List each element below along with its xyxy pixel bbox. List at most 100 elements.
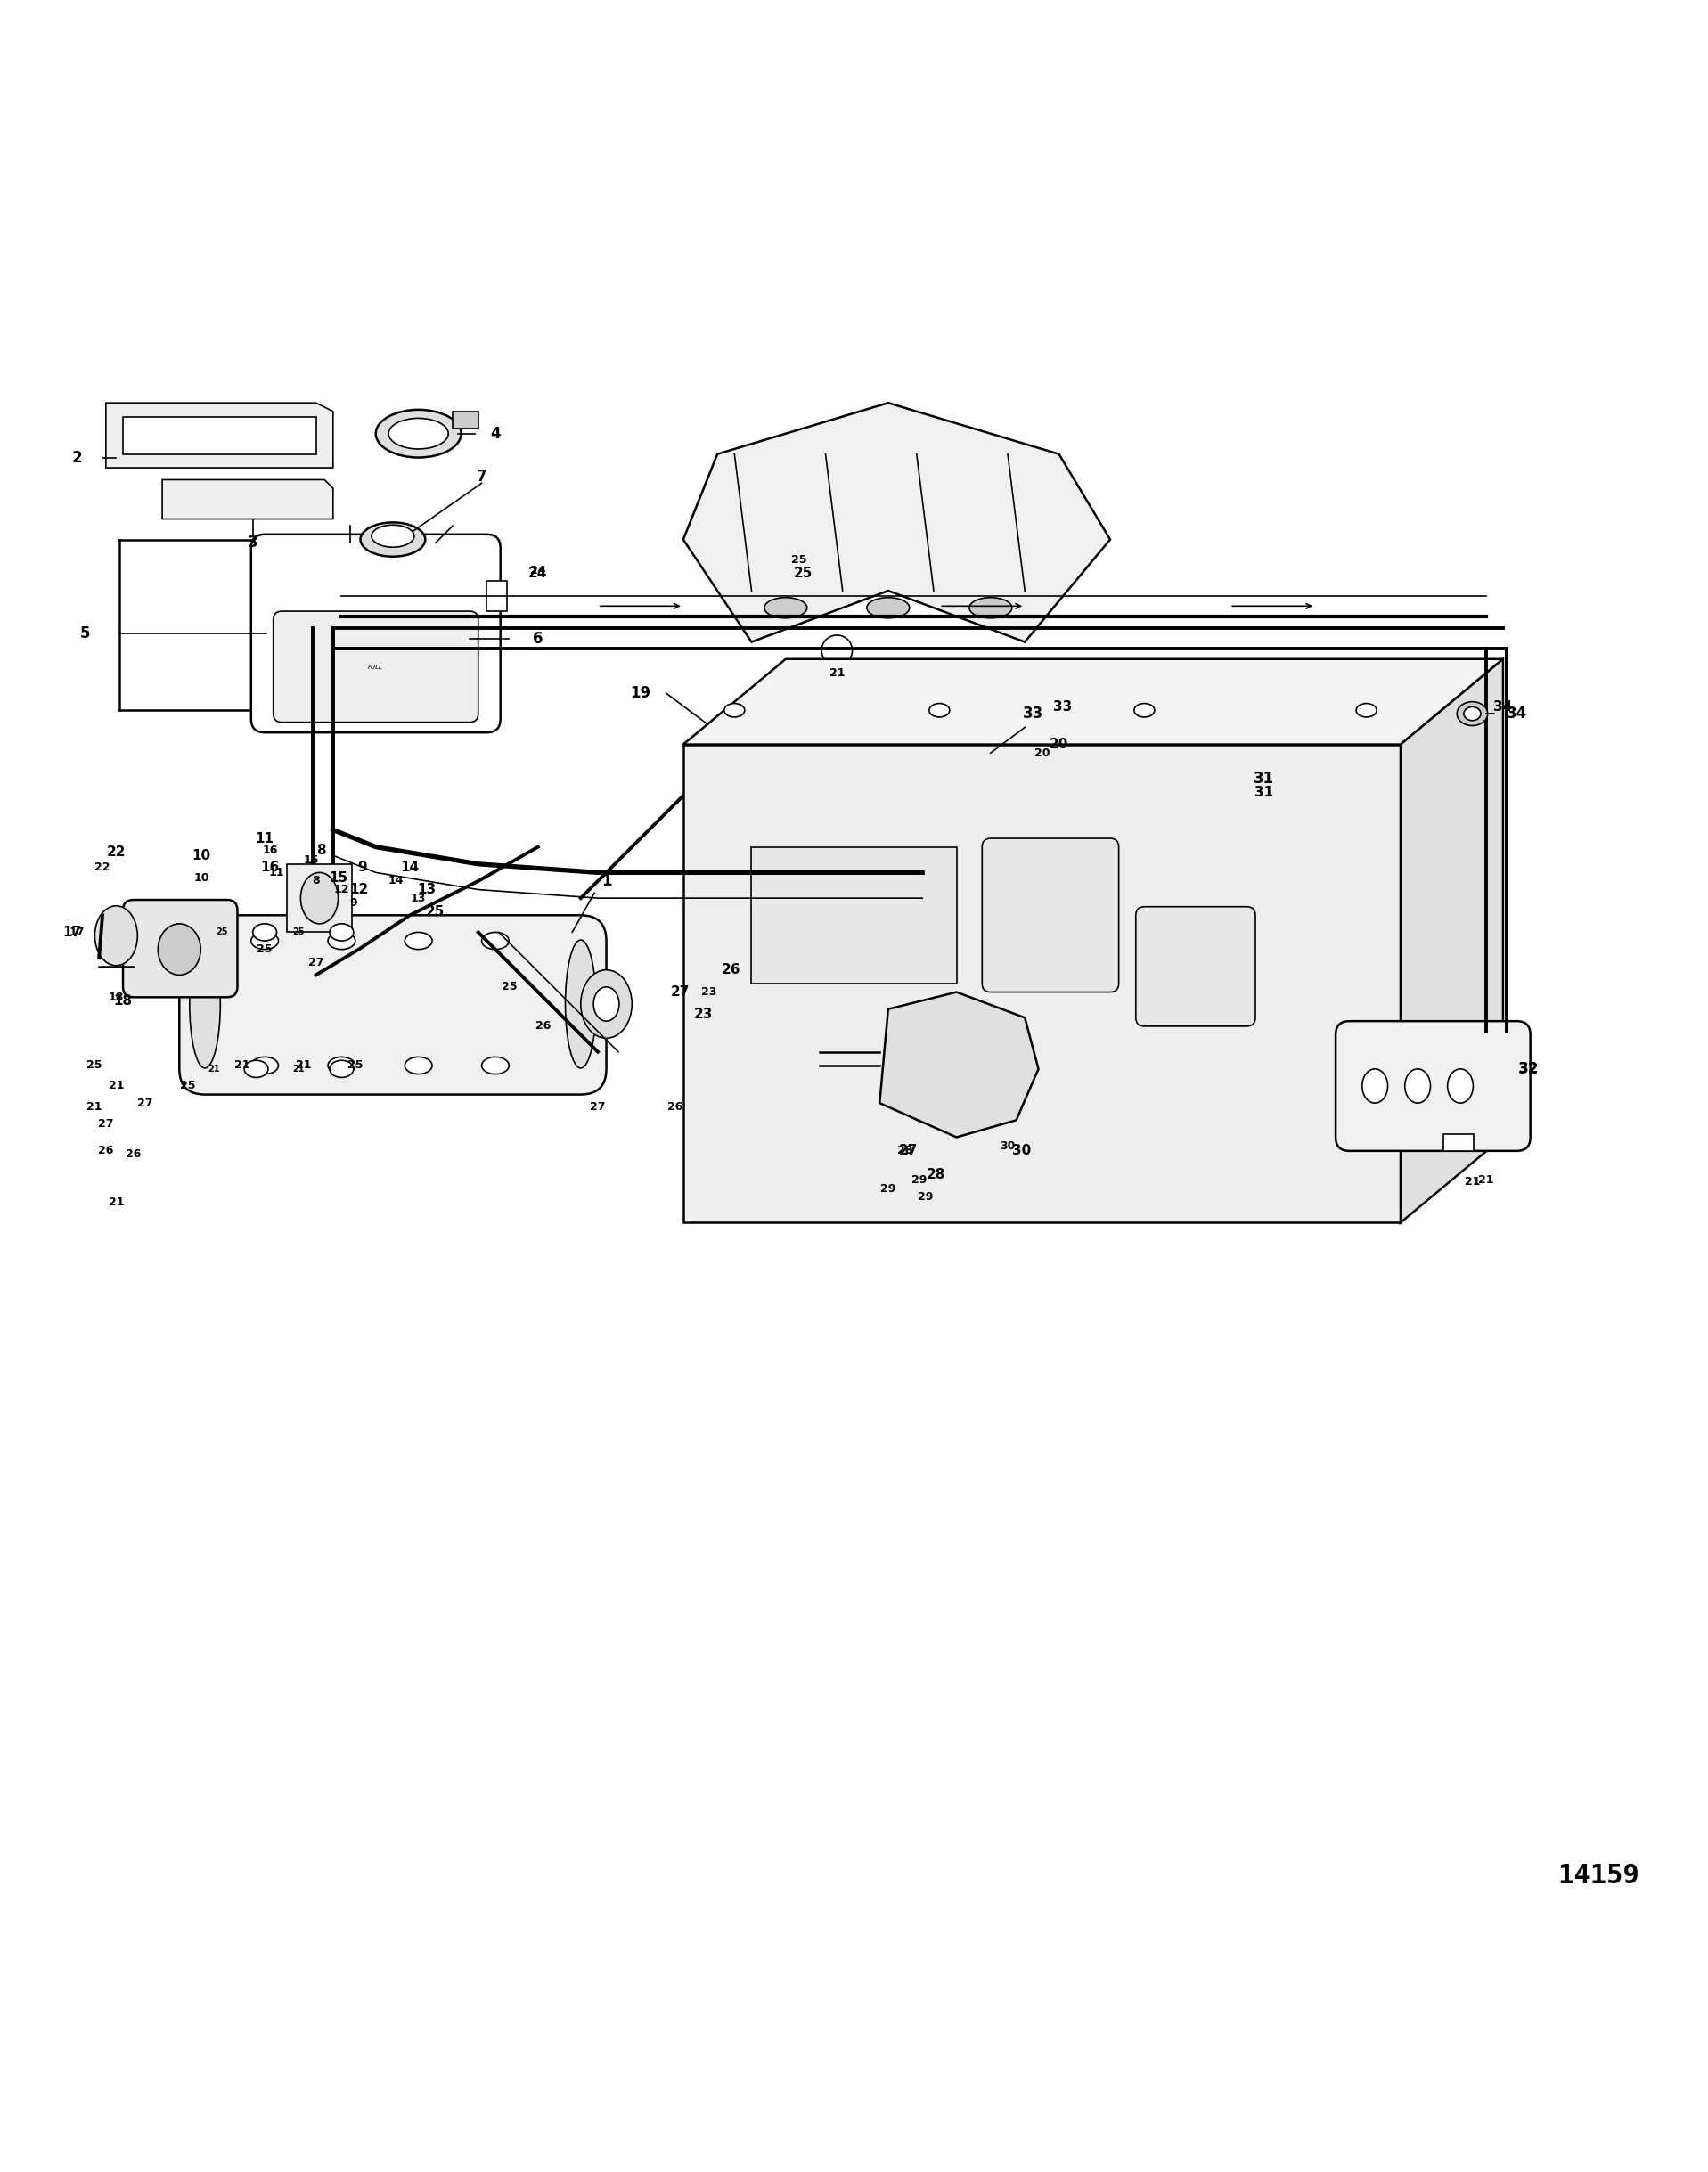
- Text: 25: 25: [347, 1060, 364, 1071]
- Text: 28: 28: [926, 1169, 946, 1182]
- Polygon shape: [1401, 658, 1503, 1223]
- Text: 4: 4: [490, 426, 500, 441]
- Polygon shape: [683, 658, 1503, 745]
- Text: 23: 23: [700, 986, 717, 997]
- Text: 27: 27: [307, 958, 325, 969]
- FancyBboxPatch shape: [179, 914, 606, 1095]
- Text: 21: 21: [1464, 1175, 1481, 1188]
- Text: 27: 27: [137, 1097, 154, 1110]
- Text: 18: 18: [113, 995, 133, 1008]
- Polygon shape: [683, 402, 1110, 643]
- Text: 25: 25: [256, 943, 273, 956]
- Text: 27: 27: [97, 1119, 114, 1129]
- Text: 21: 21: [1477, 1175, 1494, 1186]
- Text: 27: 27: [670, 986, 690, 999]
- Text: 25: 25: [425, 906, 446, 919]
- Ellipse shape: [301, 873, 338, 923]
- Text: 34: 34: [1506, 706, 1527, 721]
- Text: 25: 25: [215, 927, 229, 936]
- Bar: [287, 864, 352, 932]
- Text: 31: 31: [1254, 771, 1274, 786]
- Text: 32: 32: [1518, 1062, 1539, 1075]
- Ellipse shape: [330, 923, 354, 940]
- Text: 29: 29: [917, 1190, 934, 1203]
- Text: 21: 21: [85, 1101, 102, 1112]
- Text: 8: 8: [313, 875, 319, 886]
- Text: 11: 11: [256, 832, 273, 845]
- Ellipse shape: [823, 682, 851, 699]
- Polygon shape: [162, 480, 333, 519]
- Ellipse shape: [594, 986, 620, 1021]
- FancyBboxPatch shape: [1136, 906, 1255, 1025]
- Ellipse shape: [328, 932, 355, 949]
- Text: 3: 3: [248, 534, 258, 552]
- Text: 29: 29: [910, 1175, 927, 1186]
- Ellipse shape: [96, 906, 138, 967]
- Text: 9: 9: [357, 860, 367, 873]
- Ellipse shape: [244, 1060, 268, 1077]
- Text: 17: 17: [61, 925, 82, 938]
- Text: 24: 24: [528, 567, 548, 580]
- Text: 5: 5: [80, 626, 91, 641]
- FancyBboxPatch shape: [982, 838, 1119, 993]
- Ellipse shape: [924, 1053, 955, 1084]
- Ellipse shape: [328, 1058, 355, 1073]
- Polygon shape: [683, 745, 1401, 1223]
- Ellipse shape: [765, 597, 808, 619]
- Ellipse shape: [565, 940, 596, 1069]
- Ellipse shape: [482, 932, 509, 949]
- Text: 18: 18: [108, 990, 125, 1003]
- Ellipse shape: [1134, 704, 1155, 717]
- Text: 22: 22: [94, 862, 111, 873]
- Polygon shape: [106, 402, 333, 467]
- Ellipse shape: [190, 940, 220, 1069]
- Text: 17: 17: [68, 927, 85, 938]
- FancyBboxPatch shape: [123, 899, 237, 997]
- Text: 22: 22: [106, 845, 126, 858]
- Text: 21: 21: [295, 1060, 313, 1071]
- Ellipse shape: [388, 419, 447, 450]
- Text: 25: 25: [793, 567, 813, 580]
- Ellipse shape: [330, 1060, 354, 1077]
- Ellipse shape: [253, 923, 277, 940]
- Text: 21: 21: [292, 1064, 306, 1073]
- Ellipse shape: [372, 526, 415, 547]
- FancyBboxPatch shape: [273, 610, 478, 723]
- Text: 12: 12: [348, 882, 369, 897]
- Ellipse shape: [405, 932, 432, 949]
- Text: 25: 25: [85, 1060, 102, 1071]
- Text: 25: 25: [500, 982, 518, 993]
- Text: 14: 14: [388, 875, 405, 886]
- Ellipse shape: [929, 704, 950, 717]
- Ellipse shape: [251, 1058, 278, 1073]
- Ellipse shape: [251, 932, 278, 949]
- Text: 26: 26: [535, 1021, 552, 1032]
- Text: 33: 33: [1023, 706, 1044, 721]
- Text: 30: 30: [999, 1140, 1016, 1151]
- Text: 9: 9: [350, 897, 357, 910]
- Ellipse shape: [482, 1058, 509, 1073]
- Bar: [453, 411, 478, 428]
- Text: 21: 21: [108, 1197, 125, 1208]
- Text: FULL: FULL: [369, 665, 383, 671]
- Text: 15: 15: [328, 871, 348, 884]
- Text: 27: 27: [589, 1101, 606, 1112]
- Ellipse shape: [1457, 702, 1488, 725]
- Text: 26: 26: [721, 962, 741, 977]
- Text: 2: 2: [72, 450, 82, 465]
- Text: 16: 16: [260, 860, 280, 873]
- Text: 25: 25: [179, 1079, 196, 1093]
- Ellipse shape: [157, 923, 202, 975]
- Text: 1: 1: [601, 873, 611, 888]
- Ellipse shape: [866, 597, 910, 619]
- Ellipse shape: [376, 411, 461, 458]
- Text: 21: 21: [108, 1079, 125, 1093]
- Ellipse shape: [405, 1058, 432, 1073]
- Text: 11: 11: [268, 867, 285, 877]
- Text: 21: 21: [207, 1064, 220, 1073]
- Ellipse shape: [1464, 706, 1481, 721]
- Ellipse shape: [907, 1036, 972, 1101]
- Text: 14: 14: [400, 860, 420, 873]
- Text: 10: 10: [193, 871, 210, 884]
- Text: 15: 15: [302, 856, 319, 867]
